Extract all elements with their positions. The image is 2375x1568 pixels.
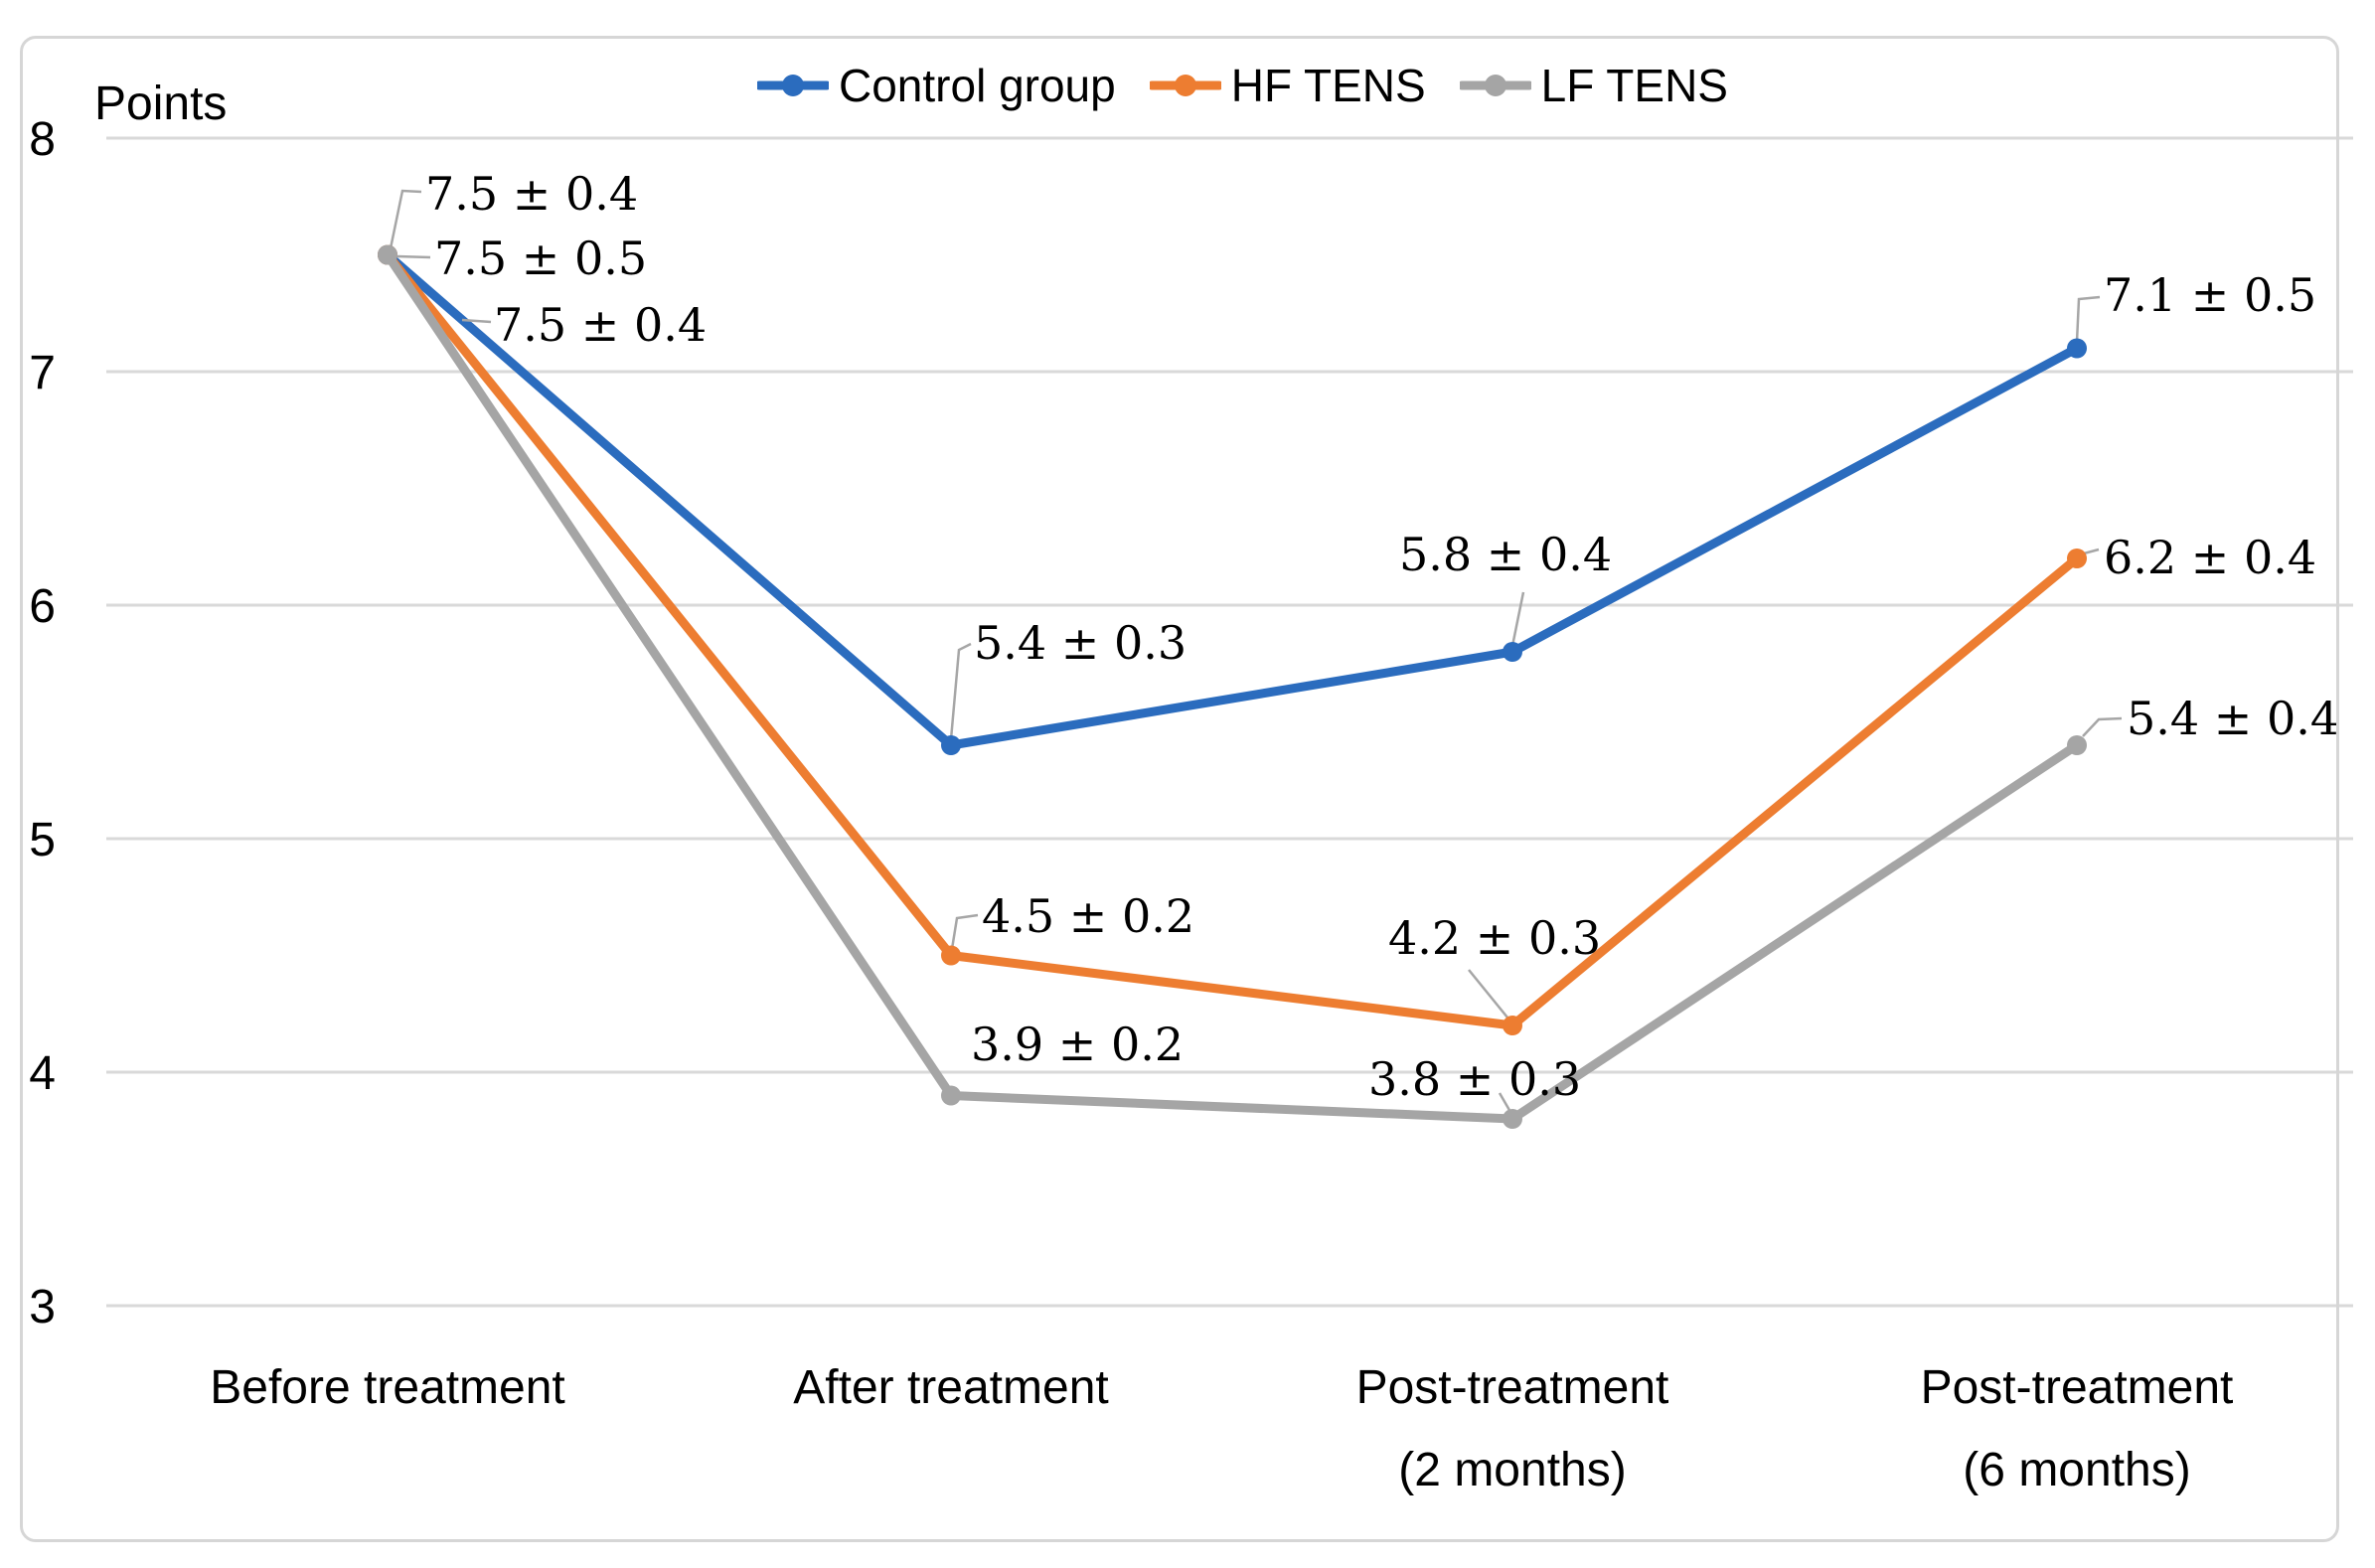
data-point-marker [1503, 642, 1522, 662]
y-axis-title: Points [94, 78, 227, 130]
data-label-leader-line [2075, 295, 2101, 343]
x-category-label: Before treatment [210, 1361, 565, 1414]
data-label-leader-line [396, 254, 431, 259]
x-category-label: Post-treatment (6 months) [1921, 1361, 2234, 1496]
data-label: 5.4 ± 0.3 [974, 616, 1187, 670]
data-label-leader-line [2083, 548, 2100, 555]
y-tick-label: 7 [29, 347, 56, 399]
data-point-marker [2067, 338, 2087, 359]
data-label: 6.2 ± 0.4 [2104, 531, 2316, 584]
data-label-leader-line [2082, 716, 2123, 737]
data-point-marker [1503, 1016, 1522, 1035]
data-label: 5.8 ± 0.4 [1399, 528, 1612, 581]
legend-item-control-group: Control group [757, 59, 1116, 112]
data-label: 4.2 ± 0.3 [1388, 911, 1601, 965]
series-line-control-group [383, 250, 2082, 750]
legend-label: LF TENS [1540, 60, 1728, 111]
data-label: 3.9 ± 0.2 [971, 1018, 1184, 1071]
data-label-leader-line [389, 189, 422, 249]
data-label-leader-line [949, 642, 972, 740]
legend-item-hf-tens: HF TENS [1149, 59, 1426, 112]
x-category-label: Post-treatment (2 months) [1356, 1361, 1669, 1496]
data-point-marker [941, 735, 961, 755]
legend-line-marker-icon [1459, 75, 1531, 96]
legend-label: HF TENS [1230, 60, 1426, 111]
data-point-marker [378, 244, 397, 265]
data-label: 5.4 ± 0.4 [2127, 692, 2339, 745]
series-line-lf-tens [383, 250, 2082, 1124]
data-label: 4.5 ± 0.2 [982, 889, 1194, 943]
data-point-marker [941, 945, 961, 966]
legend: Control group HF TENS LF TENS [757, 54, 1728, 117]
data-label: 3.8 ± 0.3 [1368, 1052, 1581, 1106]
legend-line-marker-icon [757, 75, 829, 96]
series-line-hf-tens [383, 250, 2082, 1030]
data-label-leader-line [950, 913, 979, 950]
data-label-leader-line [1498, 1092, 1512, 1113]
data-point-marker [941, 1085, 961, 1106]
y-tick-label: 3 [29, 1281, 56, 1333]
data-point-marker [2067, 549, 2087, 568]
data-label: 7.5 ± 0.4 [425, 167, 638, 221]
x-category-label: After treatment [793, 1361, 1108, 1414]
y-tick-label: 4 [29, 1047, 56, 1100]
data-point-marker [1503, 1109, 1522, 1129]
legend-item-lf-tens: LF TENS [1459, 59, 1728, 112]
y-tick-label: 6 [29, 580, 56, 633]
data-label-leader-line [461, 318, 492, 324]
data-label-leader-line [1510, 591, 1525, 647]
legend-label: Control group [839, 60, 1116, 111]
data-point-marker [2067, 735, 2087, 755]
data-label: 7.5 ± 0.4 [494, 298, 707, 352]
legend-line-marker-icon [1149, 75, 1221, 96]
data-label: 7.5 ± 0.5 [434, 232, 647, 285]
y-tick-label: 5 [29, 814, 56, 866]
y-tick-label: 8 [29, 113, 56, 166]
data-label: 7.1 ± 0.5 [2104, 268, 2316, 322]
data-label-leader-line [1468, 969, 1508, 1019]
